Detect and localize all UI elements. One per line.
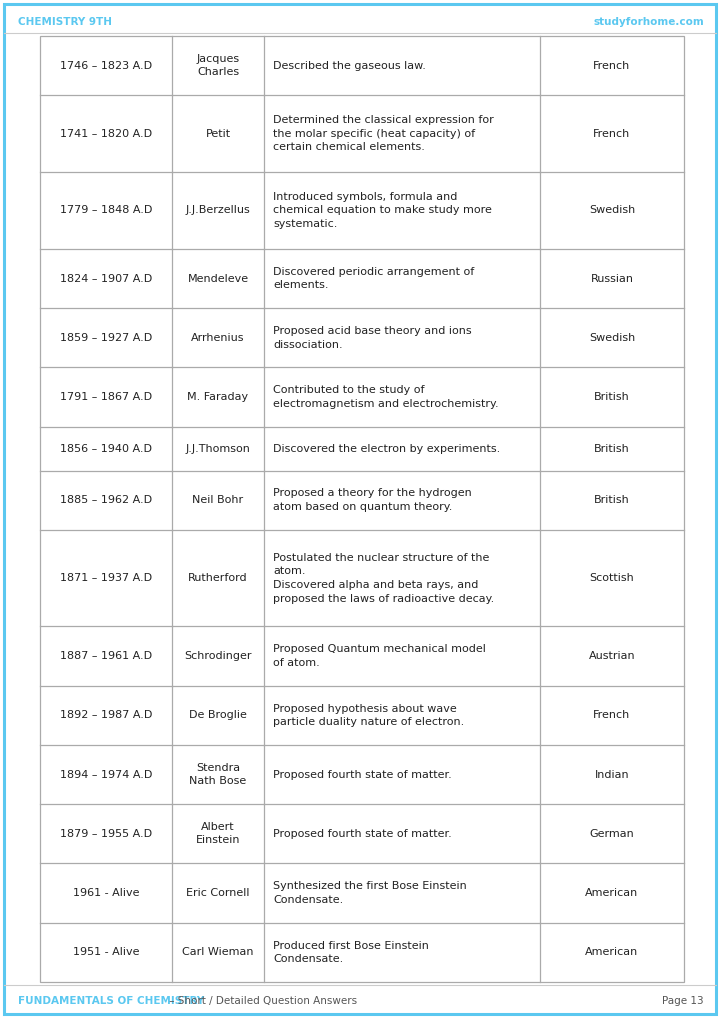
Text: Produced first Bose Einstein
Condensate.: Produced first Bose Einstein Condensate. (273, 941, 429, 964)
Text: Carl Wieman: Carl Wieman (182, 948, 253, 957)
Text: Proposed a theory for the hydrogen
atom based on quantum theory.: Proposed a theory for the hydrogen atom … (273, 489, 472, 512)
Text: Albert
Einstein: Albert Einstein (196, 823, 240, 845)
Text: Mendeleve: Mendeleve (187, 274, 248, 284)
Text: 1892 – 1987 A.D: 1892 – 1987 A.D (60, 711, 152, 721)
Text: J.J.Berzellus: J.J.Berzellus (186, 206, 251, 216)
Text: Proposed fourth state of matter.: Proposed fourth state of matter. (273, 829, 451, 839)
Text: 1856 – 1940 A.D: 1856 – 1940 A.D (60, 444, 152, 454)
Text: studyforhome.com: studyforhome.com (593, 17, 704, 27)
Text: Discovered the electron by experiments.: Discovered the electron by experiments. (273, 444, 500, 454)
Text: French: French (593, 61, 631, 70)
Text: – Short / Detailed Question Answers: – Short / Detailed Question Answers (166, 996, 357, 1006)
Text: Swedish: Swedish (589, 206, 635, 216)
Text: Schrodinger: Schrodinger (184, 652, 252, 661)
Text: Stendra
Nath Bose: Stendra Nath Bose (189, 762, 247, 786)
Text: Postulated the nuclear structure of the
atom.
Discovered alpha and beta rays, an: Postulated the nuclear structure of the … (273, 553, 494, 604)
FancyBboxPatch shape (4, 4, 716, 1014)
Text: Proposed Quantum mechanical model
of atom.: Proposed Quantum mechanical model of ato… (273, 644, 486, 668)
Text: German: German (590, 829, 634, 839)
Text: American: American (585, 948, 639, 957)
Text: Jacques
Charles: Jacques Charles (197, 54, 240, 77)
Text: Introduced symbols, formula and
chemical equation to make study more
systematic.: Introduced symbols, formula and chemical… (273, 192, 492, 229)
Text: Scottish: Scottish (590, 573, 634, 583)
Text: 1879 – 1955 A.D: 1879 – 1955 A.D (60, 829, 152, 839)
Text: De Broglie: De Broglie (189, 711, 247, 721)
Text: British: British (594, 444, 630, 454)
Text: Petit: Petit (205, 128, 230, 138)
Text: CHEMISTRY 9TH: CHEMISTRY 9TH (18, 17, 112, 27)
Text: FUNDAMENTALS OF CHEMISTRY: FUNDAMENTALS OF CHEMISTRY (18, 996, 204, 1006)
Text: British: British (594, 392, 630, 402)
Text: Proposed fourth state of matter.: Proposed fourth state of matter. (273, 770, 451, 780)
Text: J.J.Thomson: J.J.Thomson (186, 444, 251, 454)
Text: Rutherford: Rutherford (188, 573, 248, 583)
Text: 1746 – 1823 A.D: 1746 – 1823 A.D (60, 61, 152, 70)
Text: Russian: Russian (590, 274, 634, 284)
Text: Swedish: Swedish (589, 333, 635, 343)
Text: Austrian: Austrian (589, 652, 635, 661)
Text: 1951 - Alive: 1951 - Alive (73, 948, 139, 957)
Bar (40, 36, 684, 982)
Text: Arrhenius: Arrhenius (192, 333, 245, 343)
Text: Contributed to the study of
electromagnetism and electrochemistry.: Contributed to the study of electromagne… (273, 385, 499, 409)
Text: British: British (594, 495, 630, 505)
Text: Proposed acid base theory and ions
dissociation.: Proposed acid base theory and ions disso… (273, 326, 472, 349)
Text: Described the gaseous law.: Described the gaseous law. (273, 61, 426, 70)
Text: French: French (593, 128, 631, 138)
Text: Neil Bohr: Neil Bohr (192, 495, 243, 505)
Text: 1871 – 1937 A.D: 1871 – 1937 A.D (60, 573, 152, 583)
Text: 1961 - Alive: 1961 - Alive (73, 888, 139, 898)
Text: Eric Cornell: Eric Cornell (186, 888, 250, 898)
Text: 1779 – 1848 A.D: 1779 – 1848 A.D (60, 206, 152, 216)
Text: Synthesized the first Bose Einstein
Condensate.: Synthesized the first Bose Einstein Cond… (273, 882, 467, 905)
Text: Determined the classical expression for
the molar specific (heat capacity) of
ce: Determined the classical expression for … (273, 115, 494, 153)
Text: 1791 – 1867 A.D: 1791 – 1867 A.D (60, 392, 152, 402)
Text: 1887 – 1961 A.D: 1887 – 1961 A.D (60, 652, 152, 661)
Text: 1824 – 1907 A.D: 1824 – 1907 A.D (60, 274, 152, 284)
Text: Indian: Indian (595, 770, 629, 780)
Text: 1741 – 1820 A.D: 1741 – 1820 A.D (60, 128, 152, 138)
Text: M. Faraday: M. Faraday (187, 392, 248, 402)
Text: Page 13: Page 13 (662, 996, 704, 1006)
Text: 1885 – 1962 A.D: 1885 – 1962 A.D (60, 495, 152, 505)
Text: 1859 – 1927 A.D: 1859 – 1927 A.D (60, 333, 152, 343)
Text: French: French (593, 711, 631, 721)
Text: American: American (585, 888, 639, 898)
Text: 1894 – 1974 A.D: 1894 – 1974 A.D (60, 770, 152, 780)
Text: Proposed hypothesis about wave
particle duality nature of electron.: Proposed hypothesis about wave particle … (273, 703, 464, 727)
Text: Discovered periodic arrangement of
elements.: Discovered periodic arrangement of eleme… (273, 267, 474, 290)
